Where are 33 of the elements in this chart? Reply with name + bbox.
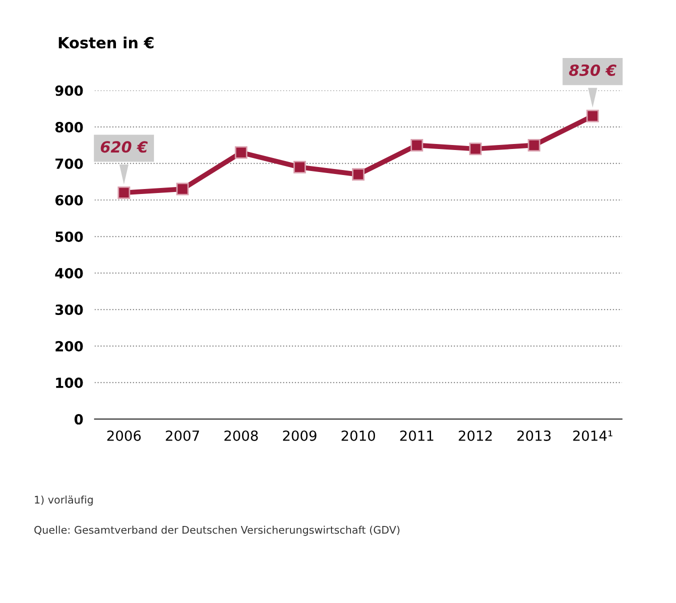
x-tick-label: 2007 [166, 430, 200, 441]
y-tick-label: 300 [55, 304, 83, 316]
point [528, 138, 540, 152]
y-tick-label: 700 [55, 158, 83, 169]
point [176, 182, 189, 196]
x-tick-label: 2008 [224, 430, 258, 441]
y-tick-label: 0 [74, 414, 83, 425]
y-tick-label: 200 [56, 341, 83, 352]
y-tick-label: 800 [55, 122, 83, 132]
annotation: 620 € [100, 141, 148, 153]
point [352, 168, 365, 181]
point [586, 110, 599, 122]
x-tick-label: 2012 [458, 430, 492, 441]
y-tick-label: 600 [55, 194, 83, 206]
x-tick-label: 2014¹ [573, 430, 612, 441]
y-axis-title: Kosten in € [58, 36, 154, 48]
text: 1) vorläufig [34, 496, 93, 506]
y-tick-label: 100 [56, 378, 83, 388]
x-tick-label: 2009 [283, 430, 316, 441]
y-tick-label: 400 [55, 268, 83, 278]
point [293, 160, 306, 174]
annotation: 830 € [569, 64, 616, 76]
point [410, 138, 424, 152]
x-tick-label: 2010 [342, 430, 376, 441]
point [469, 142, 482, 156]
point [234, 146, 248, 159]
y-tick-label: 500 [56, 231, 83, 242]
x-tick-label: 2011 [400, 430, 434, 441]
x-tick-label: 2013 [517, 430, 551, 441]
x-tick-label: 2006 [107, 430, 141, 441]
y-tick-label: 900 [55, 85, 83, 96]
source-note: Quelle: Gesamtverband der Deutschen Versicherungswirtschaft (GDV) [34, 526, 400, 536]
point [118, 186, 130, 199]
